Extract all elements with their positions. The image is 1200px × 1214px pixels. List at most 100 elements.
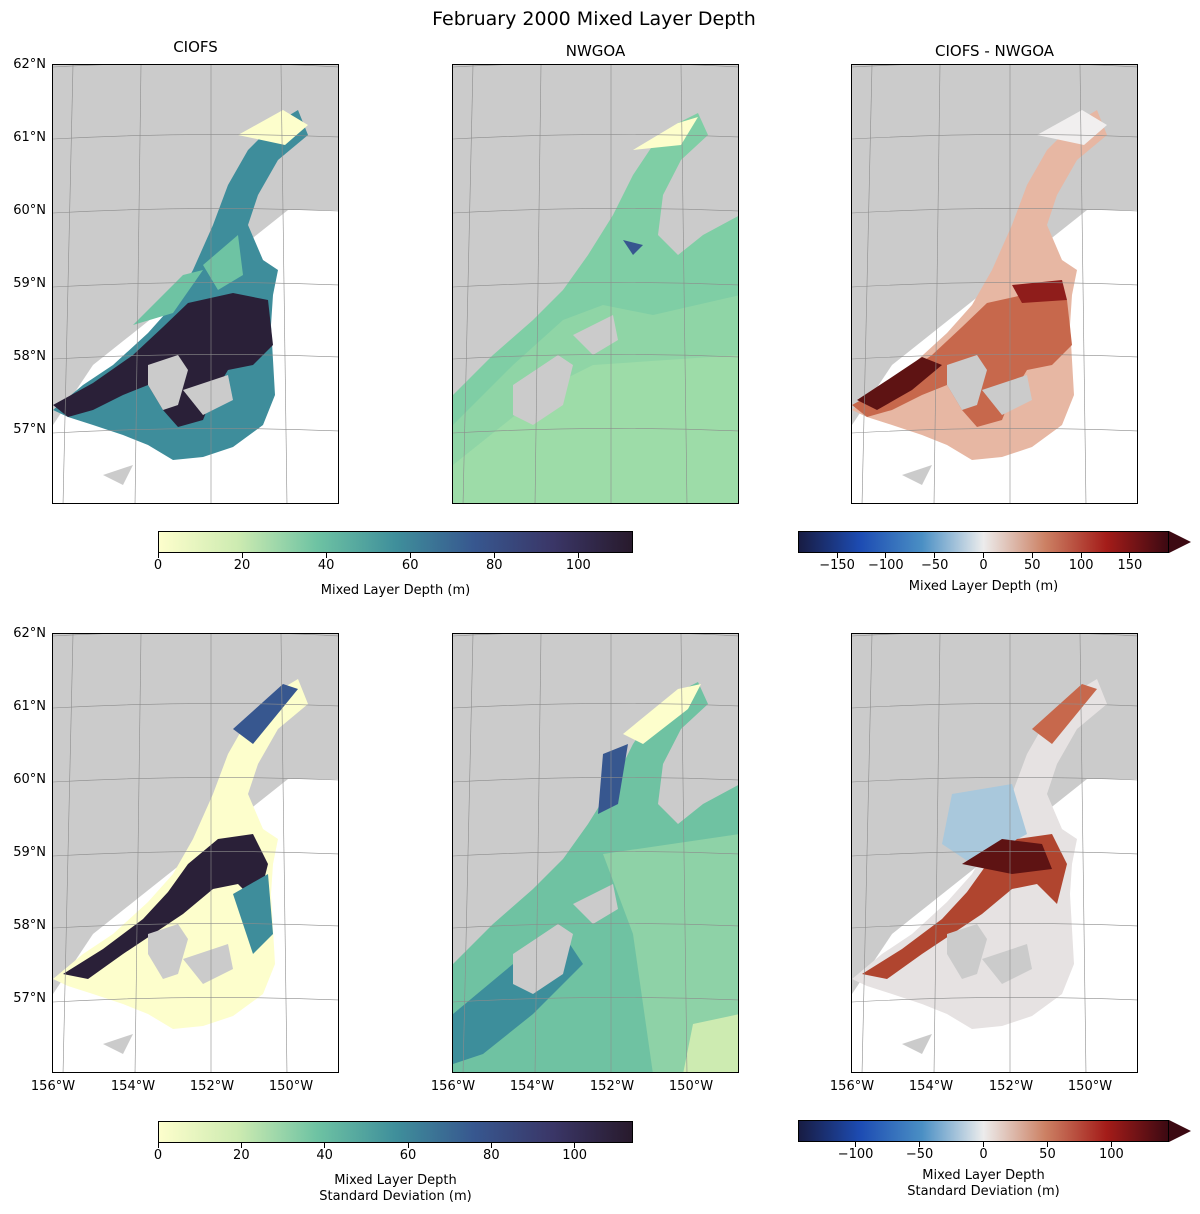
colorbar-tick-mark <box>983 553 984 558</box>
colorbar-tick-mark <box>493 553 495 558</box>
map-panel-difference-mean <box>851 64 1138 504</box>
colorbar-tick-label: 100 <box>565 558 591 573</box>
colorbar-label-line: Standard Deviation (m) <box>907 1184 1060 1199</box>
colorbar-tick-label: 100 <box>1099 1147 1124 1162</box>
colorbar-tick-mark <box>1110 1142 1112 1147</box>
lon-label: 156°W <box>829 1079 875 1094</box>
colorbar-tick-mark <box>934 553 936 558</box>
lat-label: 60°N <box>13 203 46 218</box>
lat-label: 59°N <box>13 845 46 860</box>
colorbar-tick-mark <box>1046 1142 1048 1147</box>
colorbar-tick-label: 0 <box>979 1147 988 1162</box>
colorbar-tick-label: −100 <box>868 558 904 573</box>
colorbar-mld-label: Mixed Layer Depth (m) <box>320 583 471 598</box>
colorbar-tick-mark <box>241 553 243 558</box>
colorbar-tick-mark <box>919 1142 921 1147</box>
column-title-difference: CIOFS - NWGOA <box>934 42 1055 60</box>
colorbar-tick-mark <box>324 1143 326 1148</box>
lon-label: 156°W <box>430 1079 476 1094</box>
colorbar-tick-mark <box>407 1143 409 1148</box>
colorbar-tick-label: 100 <box>1068 558 1094 573</box>
colorbar-tick-label: 40 <box>317 558 335 573</box>
lat-label: 60°N <box>13 772 46 787</box>
lon-label: 154°W <box>908 1079 954 1094</box>
colorbar-tick-label: 60 <box>401 558 419 573</box>
colorbar-tick-mark <box>490 1143 492 1148</box>
colorbar-mld-std <box>158 1121 633 1143</box>
colorbar-mld-std-difference-ticks: −100 −50 0 50 100 <box>798 1142 1169 1162</box>
colorbar-tick-label: 100 <box>562 1148 588 1163</box>
lon-label: 150°W <box>668 1079 714 1094</box>
lat-label: 59°N <box>13 276 46 291</box>
lon-label: 152°W <box>189 1079 235 1094</box>
colorbar-label-line: Mixed Layer Depth <box>922 1168 1045 1183</box>
lon-label: 152°W <box>589 1079 635 1094</box>
lon-label: 154°W <box>509 1079 555 1094</box>
colorbar-tick-mark <box>1031 553 1033 558</box>
colorbar-tick-mark <box>577 553 579 558</box>
colorbar-tick-label: 80 <box>483 1148 500 1163</box>
lon-label: 156°W <box>30 1079 76 1094</box>
colorbar-tick-mark <box>157 1143 159 1148</box>
lon-label: 154°W <box>110 1079 156 1094</box>
colorbar-tick-label: 50 <box>1039 1147 1056 1162</box>
colorbar-label-line: Standard Deviation (m) <box>319 1189 472 1204</box>
colorbar-tick-mark <box>855 1142 857 1147</box>
colorbar-mld-std-difference <box>798 1120 1169 1142</box>
colorbar-tick-label: 50 <box>1024 558 1041 573</box>
lon-label: 150°W <box>1067 1079 1113 1094</box>
colorbar-tick-mark <box>240 1143 242 1148</box>
colorbar-mld-difference-ticks: −150 −100 −50 0 50 100 150 <box>798 553 1169 573</box>
colorbar-mld-std-ticks: 0 20 40 60 80 100 <box>154 1143 633 1163</box>
colorbar-tick-label: 150 <box>1117 558 1143 573</box>
colorbar-tick-label: 0 <box>153 558 163 573</box>
colorbar-tick-label: 0 <box>979 558 988 573</box>
lat-label: 58°N <box>13 918 46 933</box>
lat-label: 62°N <box>13 626 46 641</box>
colorbar-tick-mark <box>325 553 327 558</box>
colorbar-mld-difference <box>798 531 1169 553</box>
figure-title: February 2000 Mixed Layer Depth <box>432 8 756 30</box>
column-title-ciofs: CIOFS <box>173 38 218 56</box>
colorbar-mld <box>158 531 633 553</box>
colorbar-tick-label: −150 <box>819 558 855 573</box>
lat-label: 57°N <box>13 422 46 437</box>
colorbar-tick-label: 80 <box>486 558 503 573</box>
map-panel-nwgoa-std <box>452 633 739 1073</box>
colorbar-mld-ticks: 0 20 40 60 80 100 <box>154 553 633 573</box>
colorbar-mld-std-label: Mixed Layer Depth Standard Deviation (m) <box>158 1173 633 1205</box>
colorbar-mld-difference-label: Mixed Layer Depth (m) <box>908 579 1059 594</box>
colorbar-tick-mark <box>409 553 411 558</box>
lon-label: 152°W <box>988 1079 1034 1094</box>
column-title-nwgoa: NWGOA <box>565 42 626 60</box>
colorbar-tick-mark <box>1129 553 1131 558</box>
colorbar-tick-label: −50 <box>905 1147 934 1162</box>
colorbar-extend-arrow <box>1169 1120 1191 1142</box>
lat-label: 62°N <box>13 57 46 72</box>
map-panel-nwgoa-mean <box>452 64 739 504</box>
map-panel-ciofs-std <box>52 633 339 1073</box>
map-panel-ciofs-mean <box>52 64 339 504</box>
lat-label: 57°N <box>13 991 46 1006</box>
colorbar-tick-label: −100 <box>837 1147 874 1162</box>
lon-label: 150°W <box>268 1079 314 1094</box>
lat-label: 61°N <box>13 130 46 145</box>
lat-label: 61°N <box>13 699 46 714</box>
colorbar-tick-mark <box>836 553 838 558</box>
colorbar-tick-label: 0 <box>153 1148 163 1163</box>
colorbar-tick-label: −50 <box>920 558 949 573</box>
colorbar-tick-mark <box>574 1143 576 1148</box>
colorbar-mld-std-difference-label: Mixed Layer Depth Standard Deviation (m) <box>798 1168 1169 1200</box>
colorbar-tick-label: 20 <box>233 558 251 573</box>
colorbar-tick-mark <box>885 553 887 558</box>
colorbar-extend-arrow <box>1169 531 1191 553</box>
colorbar-tick-mark <box>157 553 159 558</box>
colorbar-tick-mark <box>983 1142 984 1147</box>
lat-label: 58°N <box>13 349 46 364</box>
colorbar-tick-mark <box>1080 553 1082 558</box>
colorbar-tick-label: 40 <box>316 1148 333 1163</box>
colorbar-label-line: Mixed Layer Depth <box>334 1173 457 1188</box>
colorbar-tick-label: 20 <box>233 1148 250 1163</box>
colorbar-tick-label: 60 <box>399 1148 417 1163</box>
map-panel-difference-std <box>851 633 1138 1073</box>
